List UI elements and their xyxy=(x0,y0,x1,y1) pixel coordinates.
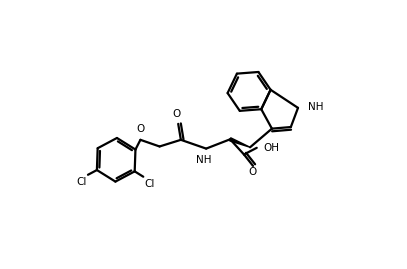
Text: Cl: Cl xyxy=(76,178,87,187)
Text: O: O xyxy=(173,109,181,119)
Text: O: O xyxy=(248,167,256,177)
Text: Cl: Cl xyxy=(144,179,155,189)
Text: O: O xyxy=(137,125,145,134)
Polygon shape xyxy=(230,138,250,147)
Text: OH: OH xyxy=(264,143,280,153)
Text: NH: NH xyxy=(308,102,324,112)
Text: NH: NH xyxy=(196,155,211,165)
